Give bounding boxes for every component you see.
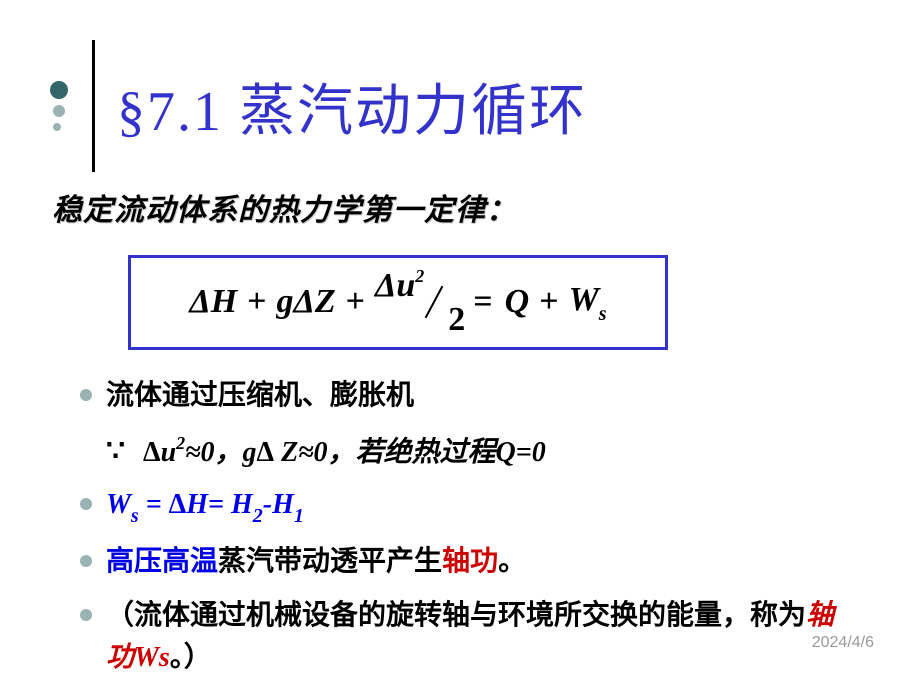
- f-dH: ΔH: [189, 283, 237, 321]
- line-5: （流体通过机械设备的旋转轴与环境所交换的能量，称为轴功Ws。）: [80, 595, 880, 679]
- bullet-small-2: [53, 123, 61, 131]
- l3-H1: 1: [294, 505, 304, 527]
- f-W-main: W: [569, 281, 599, 318]
- f-plus2: +: [346, 283, 365, 321]
- f-Q: Q: [505, 283, 530, 321]
- bullet-small-1: [53, 105, 65, 117]
- l3-eq: =: [146, 489, 169, 520]
- line-1: 流体通过压缩机、膨胀机: [80, 375, 880, 417]
- f-frac: Δu2 2: [375, 283, 461, 321]
- line-4-text: 高压高温蒸汽带动透平产生轴功。: [106, 541, 526, 583]
- slide-date: 2024/4/6: [812, 634, 874, 652]
- l5-a: （流体通过机械设备的旋转轴与环境所交换的能量，称为: [106, 600, 806, 631]
- l2-delta1: Δ: [143, 437, 161, 468]
- f-num: Δu2: [375, 267, 424, 305]
- line-2: ∵ Δu2≈0，gΔ Z≈0，若绝热过程Q=0: [106, 429, 880, 474]
- bullet-icon: [80, 555, 92, 567]
- l4-hp: 高压高温: [106, 546, 218, 577]
- f-du: Δu: [375, 267, 415, 304]
- line-2-text: ∵ Δu2≈0，gΔ Z≈0，若绝热过程Q=0: [106, 429, 546, 474]
- subtitle: 稳定流动体系的热力学第一定律：: [52, 185, 517, 229]
- f-plus1: +: [247, 283, 266, 321]
- f-W-sub: s: [599, 303, 607, 325]
- f-slash: [425, 286, 444, 319]
- l3-H2: 2: [253, 505, 263, 527]
- l4-shaft: 轴功: [442, 546, 498, 577]
- line-4: 高压高温蒸汽带动透平产生轴功。: [80, 541, 880, 583]
- l4-turbine: 透平: [330, 546, 386, 577]
- l4-steam: 蒸汽带动: [218, 546, 330, 577]
- l3-Ws: s: [131, 505, 139, 527]
- bullets: [50, 81, 74, 131]
- f-W: Ws: [569, 281, 607, 324]
- title-divider: [92, 40, 95, 172]
- f-den: 2: [448, 301, 465, 339]
- l3-W: W: [106, 489, 131, 520]
- l4-produce: 产生: [386, 546, 442, 577]
- f-du-sup: 2: [415, 266, 424, 286]
- f-gdZ: gΔZ: [277, 283, 336, 321]
- line-5-text: （流体通过机械设备的旋转轴与环境所交换的能量，称为轴功Ws。）: [106, 595, 846, 679]
- l3-H: H= H: [186, 489, 253, 520]
- line-3: Ws = ΔH= H2-H1: [80, 484, 880, 529]
- bullet-large: [50, 81, 68, 99]
- l5-c: 。）: [170, 642, 212, 673]
- l2-delta2: Δ: [257, 437, 275, 468]
- bullet-icon: [80, 498, 92, 510]
- l3-minus: -H: [263, 489, 294, 520]
- l2-end: Z≈0，若绝热过程Q=0: [274, 437, 546, 468]
- f-eq: =: [473, 283, 492, 321]
- title-row: §7.1 蒸汽动力循环: [50, 40, 587, 172]
- content-body: 流体通过压缩机、膨胀机 ∵ Δu2≈0，gΔ Z≈0，若绝热过程Q=0 Ws =…: [80, 375, 880, 691]
- because-icon: ∵: [106, 429, 136, 474]
- bullet-icon: [80, 389, 92, 401]
- l2-u: u: [161, 437, 177, 468]
- formula-box: ΔH + gΔZ + Δu2 2 = Q + Ws: [128, 255, 668, 350]
- line-1-text: 流体通过压缩机、膨胀机: [106, 375, 414, 417]
- l2-sup: 2: [176, 433, 185, 453]
- l3-delta: Δ: [169, 489, 187, 520]
- line-3-text: Ws = ΔH= H2-H1: [106, 484, 304, 529]
- formula: ΔH + gΔZ + Δu2 2 = Q + Ws: [189, 281, 606, 324]
- l4-period: 。: [498, 546, 526, 577]
- f-plus3: +: [539, 283, 558, 321]
- l2-mid: ≈0，g: [185, 437, 256, 468]
- bullet-icon: [80, 609, 92, 621]
- slide-title: §7.1 蒸汽动力循环: [117, 66, 587, 147]
